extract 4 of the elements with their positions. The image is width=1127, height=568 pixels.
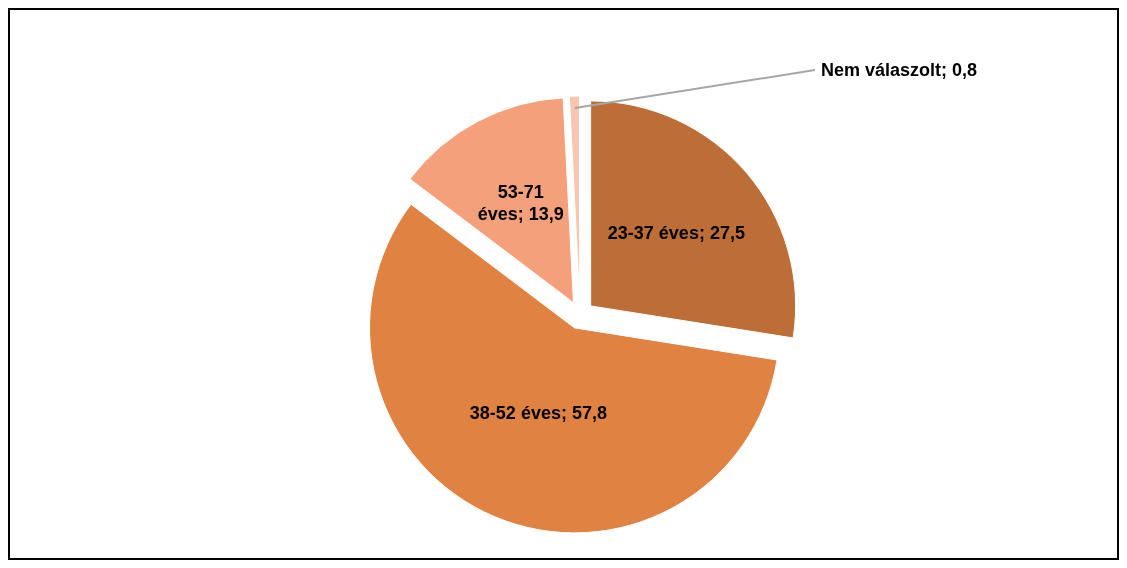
slice-label: Nem válaszolt; 0,8: [821, 60, 978, 80]
slice-label: 38-52 éves; 57,8: [469, 402, 607, 423]
slice-label: 23-37 éves; 27,5: [607, 222, 745, 243]
slice-label: 53-71 éves; 13,9: [476, 180, 565, 225]
